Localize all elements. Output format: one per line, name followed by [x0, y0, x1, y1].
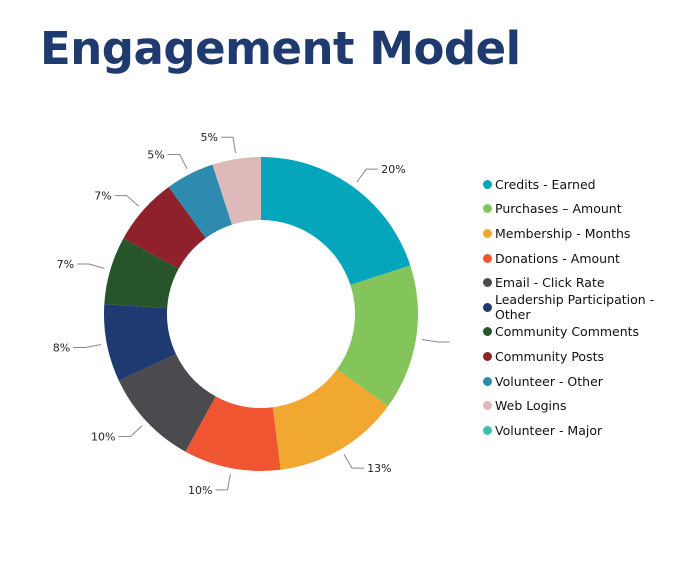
chart-title: Engagement Model	[40, 22, 521, 75]
legend-marker	[483, 179, 492, 189]
leader-line	[421, 339, 450, 343]
data-label: 5%	[147, 149, 164, 162]
legend-item: Email - Click Rate	[483, 270, 687, 295]
legend-item: Volunteer - Other	[483, 369, 687, 394]
data-label: 7%	[57, 258, 74, 271]
legend-item: Donations - Amount	[483, 246, 687, 271]
legend-marker	[483, 351, 492, 361]
legend-label: Volunteer - Major	[495, 422, 603, 438]
legend-marker	[483, 278, 492, 288]
slice-membership-months	[272, 369, 389, 470]
legend-label: Web Logins	[495, 398, 567, 414]
data-label: 8%	[53, 342, 70, 355]
legend-label: Community Comments	[495, 324, 640, 340]
data-label: 10%	[91, 431, 115, 444]
data-label: 20%	[381, 163, 405, 176]
legend-marker	[483, 253, 492, 263]
leader-line	[114, 195, 140, 207]
leader-line	[343, 454, 365, 469]
leader-line	[167, 154, 188, 169]
legend-marker	[483, 376, 492, 386]
legend-item: Community Comments	[483, 320, 687, 345]
slice-community-comments	[104, 238, 179, 309]
slice-donations-amount	[185, 396, 281, 471]
legend-label: Donations - Amount	[495, 250, 620, 266]
leader-line	[73, 344, 101, 349]
legend-item: Web Logins	[483, 393, 687, 418]
leader-line	[118, 425, 143, 438]
leader-line	[356, 168, 379, 183]
legend-item: Purchases – Amount	[483, 197, 687, 222]
legend-item: Leadership Participation - Other	[483, 292, 687, 323]
slice-credits-earned	[261, 157, 411, 285]
legend-item: Community Posts	[483, 344, 687, 369]
slice-email-click-rate	[118, 354, 216, 452]
slice-community-posts	[123, 186, 206, 269]
legend-label: Community Posts	[495, 348, 604, 364]
data-label: 7%	[94, 190, 111, 203]
legend-label: Volunteer - Other	[495, 373, 603, 389]
data-label: 10%	[188, 484, 212, 497]
legend-item: Credits - Earned	[483, 172, 687, 197]
legend-marker	[483, 327, 492, 337]
data-label: 13%	[367, 462, 391, 475]
legend-item: Membership - Months	[483, 221, 687, 246]
slice-leadership-participation-other	[103, 304, 176, 381]
slice-volunteer-other	[168, 164, 232, 238]
leader-line	[77, 263, 105, 270]
data-label: 5%	[201, 131, 218, 144]
legend-marker	[483, 401, 492, 411]
legend-item: Volunteer - Major	[483, 418, 687, 443]
legend-marker	[483, 302, 492, 312]
slice-purchases-amount	[337, 265, 418, 407]
slice-web-logins	[212, 157, 261, 225]
legend-label: Membership - Months	[495, 225, 631, 241]
legend: Credits - Earned Purchases – Amount Member…	[483, 172, 687, 443]
legend-marker	[483, 425, 492, 435]
leader-line	[215, 474, 231, 491]
legend-label: Email - Click Rate	[495, 275, 605, 291]
legend-marker	[483, 204, 492, 214]
legend-label: Leadership Participation - Other	[495, 292, 655, 323]
legend-label: Credits - Earned	[495, 176, 596, 192]
leader-line	[220, 136, 236, 154]
legend-label: Purchases – Amount	[495, 201, 622, 217]
legend-marker	[483, 228, 492, 238]
